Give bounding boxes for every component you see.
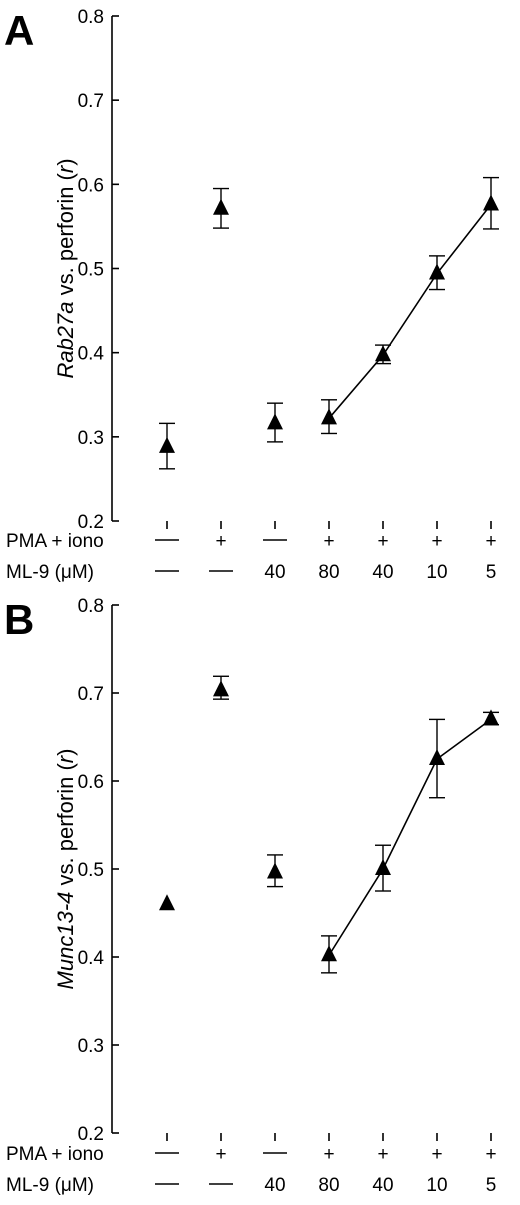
y-tick-label: 0.6	[78, 175, 104, 196]
treatment-value: 5	[486, 1175, 497, 1196]
y-axis-label-target: Munc13-4	[53, 892, 78, 990]
data-point	[483, 194, 499, 211]
y-tick-label: 0.4	[78, 344, 105, 365]
data-point	[213, 680, 229, 697]
series-line	[328, 204, 492, 419]
treatment-value-dash: —	[212, 562, 231, 583]
data-point	[321, 945, 337, 962]
data-point	[159, 894, 175, 911]
series-line	[328, 718, 492, 956]
treatment-value: +	[485, 1144, 496, 1165]
treatment-value: +	[377, 531, 388, 552]
data-point	[429, 263, 445, 280]
y-tick-label: 0.7	[78, 684, 104, 705]
treatment-row-label: ML-9 (μM)	[6, 1175, 94, 1196]
treatment-value: 40	[372, 562, 393, 583]
y-tick-label: 0.2	[78, 512, 104, 533]
y-tick-label: 0.3	[78, 428, 104, 449]
y-tick-label: 0.5	[78, 860, 104, 881]
treatment-value-dash: —	[266, 1144, 285, 1165]
panel-label: A	[4, 7, 34, 54]
y-tick-label: 0.6	[78, 772, 104, 793]
y-tick-label: 0.5	[78, 260, 104, 281]
treatment-value: 5	[486, 562, 497, 583]
y-tick-label: 0.2	[78, 1124, 104, 1145]
treatment-row-label: ML-9 (μM)	[6, 562, 94, 583]
y-tick-label: 0.8	[78, 596, 104, 617]
treatment-value: +	[431, 531, 442, 552]
treatment-value-dash: —	[158, 562, 177, 583]
y-axis-label: Munc13-4 vs. perforin (r)	[53, 749, 78, 990]
treatment-value: 40	[372, 1175, 393, 1196]
treatment-row-label: PMA + iono	[6, 1144, 104, 1165]
treatment-value-dash: —	[158, 1175, 177, 1196]
data-point	[321, 408, 337, 425]
treatment-value: 10	[426, 1175, 447, 1196]
y-tick-label: 0.3	[78, 1036, 104, 1057]
data-point	[375, 345, 391, 362]
y-axis-label: Rab27a vs. perforin (r)	[53, 158, 78, 378]
y-axis-label-middle: vs. perforin (	[53, 172, 78, 301]
data-point	[267, 413, 283, 430]
treatment-value: 80	[318, 562, 339, 583]
treatment-value: 80	[318, 1175, 339, 1196]
data-point	[213, 198, 229, 215]
data-point	[159, 436, 175, 453]
treatment-value: +	[215, 531, 226, 552]
panel-b: B 0.2 0.3 0.4 0.5 0.6 0.7 0.8 Munc13-4 vs. perfo…	[4, 596, 499, 1196]
treatment-value: 10	[426, 562, 447, 583]
panel-label: B	[4, 596, 34, 643]
y-axis-label-close: )	[53, 158, 78, 165]
treatment-value-dash: —	[158, 531, 177, 552]
treatment-value: 40	[264, 1175, 285, 1196]
y-tick-label: 0.8	[78, 7, 104, 28]
treatment-value-dash: —	[158, 1144, 177, 1165]
panel-a: A 0.2 0.3 0.4 0.5 0.6 0.7 0.8 Rab27a vs. perfori…	[4, 7, 499, 583]
y-axis-label-close: )	[53, 749, 78, 756]
treatment-value: +	[323, 531, 334, 552]
treatment-value: +	[215, 1144, 226, 1165]
treatment-value: +	[485, 531, 496, 552]
y-axis-label-target: Rab27a	[53, 301, 78, 378]
treatment-value: +	[323, 1144, 334, 1165]
treatment-row-label: PMA + iono	[6, 531, 104, 552]
data-point	[429, 749, 445, 765]
y-tick-label: 0.4	[78, 948, 105, 969]
data-point	[483, 709, 499, 726]
treatment-value: +	[377, 1144, 388, 1165]
y-axis-label-variable: r	[53, 164, 78, 173]
treatment-value: +	[431, 1144, 442, 1165]
y-tick-label: 0.7	[78, 91, 104, 112]
y-axis-label-variable: r	[53, 754, 78, 763]
data-point	[267, 862, 283, 879]
treatment-value-dash: —	[266, 531, 285, 552]
treatment-value-dash: —	[212, 1175, 231, 1196]
data-point	[375, 859, 391, 875]
y-axis-label-middle: vs. perforin (	[53, 763, 78, 892]
treatment-value: 40	[264, 562, 285, 583]
